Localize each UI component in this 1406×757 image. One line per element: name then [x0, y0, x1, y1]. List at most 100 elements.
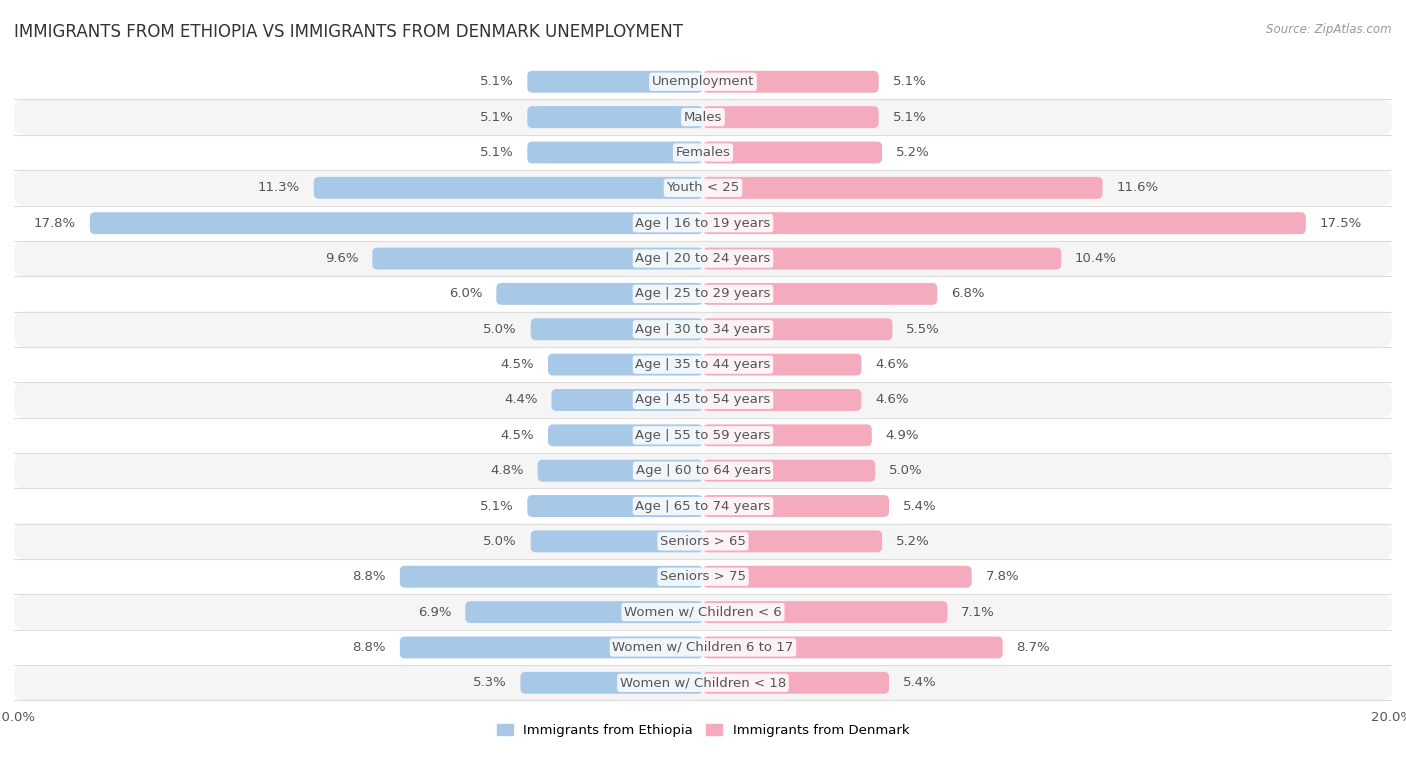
FancyBboxPatch shape	[527, 106, 703, 128]
Text: 4.9%: 4.9%	[886, 428, 920, 442]
Text: 5.0%: 5.0%	[889, 464, 922, 477]
FancyBboxPatch shape	[703, 425, 872, 447]
Text: 5.0%: 5.0%	[484, 322, 517, 336]
Text: 6.8%: 6.8%	[950, 288, 984, 301]
FancyBboxPatch shape	[14, 135, 1392, 170]
Text: 8.8%: 8.8%	[353, 641, 387, 654]
FancyBboxPatch shape	[548, 354, 703, 375]
Text: Age | 65 to 74 years: Age | 65 to 74 years	[636, 500, 770, 512]
Text: Age | 35 to 44 years: Age | 35 to 44 years	[636, 358, 770, 371]
Text: 4.5%: 4.5%	[501, 358, 534, 371]
Text: 5.1%: 5.1%	[479, 500, 513, 512]
FancyBboxPatch shape	[703, 601, 948, 623]
Text: Age | 30 to 34 years: Age | 30 to 34 years	[636, 322, 770, 336]
FancyBboxPatch shape	[703, 248, 1062, 269]
Text: 6.0%: 6.0%	[449, 288, 482, 301]
Text: 17.8%: 17.8%	[34, 217, 76, 229]
Text: Women w/ Children < 6: Women w/ Children < 6	[624, 606, 782, 618]
Text: Unemployment: Unemployment	[652, 75, 754, 89]
FancyBboxPatch shape	[703, 318, 893, 340]
FancyBboxPatch shape	[373, 248, 703, 269]
FancyBboxPatch shape	[703, 106, 879, 128]
FancyBboxPatch shape	[90, 212, 703, 234]
FancyBboxPatch shape	[527, 142, 703, 164]
FancyBboxPatch shape	[703, 531, 882, 553]
Text: Source: ZipAtlas.com: Source: ZipAtlas.com	[1267, 23, 1392, 36]
FancyBboxPatch shape	[14, 312, 1392, 347]
FancyBboxPatch shape	[496, 283, 703, 305]
FancyBboxPatch shape	[14, 347, 1392, 382]
FancyBboxPatch shape	[531, 531, 703, 553]
FancyBboxPatch shape	[14, 382, 1392, 418]
FancyBboxPatch shape	[14, 276, 1392, 312]
FancyBboxPatch shape	[703, 71, 879, 93]
FancyBboxPatch shape	[14, 630, 1392, 665]
FancyBboxPatch shape	[14, 241, 1392, 276]
Text: 5.5%: 5.5%	[907, 322, 941, 336]
FancyBboxPatch shape	[465, 601, 703, 623]
FancyBboxPatch shape	[703, 672, 889, 693]
FancyBboxPatch shape	[703, 212, 1306, 234]
FancyBboxPatch shape	[703, 637, 1002, 659]
Text: Age | 60 to 64 years: Age | 60 to 64 years	[636, 464, 770, 477]
Text: Seniors > 65: Seniors > 65	[659, 535, 747, 548]
FancyBboxPatch shape	[527, 495, 703, 517]
Text: 5.3%: 5.3%	[472, 676, 506, 690]
FancyBboxPatch shape	[531, 318, 703, 340]
FancyBboxPatch shape	[703, 389, 862, 411]
Text: Women w/ Children 6 to 17: Women w/ Children 6 to 17	[613, 641, 793, 654]
Text: 5.1%: 5.1%	[893, 111, 927, 123]
FancyBboxPatch shape	[14, 99, 1392, 135]
Text: 11.3%: 11.3%	[257, 182, 299, 195]
FancyBboxPatch shape	[14, 170, 1392, 205]
Text: 17.5%: 17.5%	[1320, 217, 1362, 229]
FancyBboxPatch shape	[703, 565, 972, 587]
FancyBboxPatch shape	[14, 594, 1392, 630]
Text: 5.1%: 5.1%	[893, 75, 927, 89]
Text: Seniors > 75: Seniors > 75	[659, 570, 747, 583]
FancyBboxPatch shape	[703, 142, 882, 164]
Text: 5.1%: 5.1%	[479, 146, 513, 159]
FancyBboxPatch shape	[14, 524, 1392, 559]
FancyBboxPatch shape	[703, 283, 938, 305]
Text: Age | 16 to 19 years: Age | 16 to 19 years	[636, 217, 770, 229]
Text: 7.1%: 7.1%	[962, 606, 995, 618]
FancyBboxPatch shape	[14, 453, 1392, 488]
FancyBboxPatch shape	[703, 459, 875, 481]
Text: Females: Females	[675, 146, 731, 159]
FancyBboxPatch shape	[703, 177, 1102, 199]
FancyBboxPatch shape	[399, 637, 703, 659]
Text: 5.0%: 5.0%	[484, 535, 517, 548]
Text: 5.1%: 5.1%	[479, 111, 513, 123]
Text: Women w/ Children < 18: Women w/ Children < 18	[620, 676, 786, 690]
Text: 4.6%: 4.6%	[875, 394, 908, 407]
FancyBboxPatch shape	[14, 205, 1392, 241]
Text: 7.8%: 7.8%	[986, 570, 1019, 583]
FancyBboxPatch shape	[548, 425, 703, 447]
FancyBboxPatch shape	[551, 389, 703, 411]
Text: Age | 45 to 54 years: Age | 45 to 54 years	[636, 394, 770, 407]
FancyBboxPatch shape	[703, 354, 862, 375]
Text: 4.5%: 4.5%	[501, 428, 534, 442]
Legend: Immigrants from Ethiopia, Immigrants from Denmark: Immigrants from Ethiopia, Immigrants fro…	[492, 719, 914, 743]
Text: 8.8%: 8.8%	[353, 570, 387, 583]
Text: 9.6%: 9.6%	[325, 252, 359, 265]
FancyBboxPatch shape	[14, 559, 1392, 594]
Text: 4.6%: 4.6%	[875, 358, 908, 371]
Text: Age | 20 to 24 years: Age | 20 to 24 years	[636, 252, 770, 265]
Text: Age | 25 to 29 years: Age | 25 to 29 years	[636, 288, 770, 301]
FancyBboxPatch shape	[520, 672, 703, 693]
Text: Youth < 25: Youth < 25	[666, 182, 740, 195]
FancyBboxPatch shape	[14, 64, 1392, 99]
FancyBboxPatch shape	[399, 565, 703, 587]
Text: 5.4%: 5.4%	[903, 500, 936, 512]
FancyBboxPatch shape	[14, 665, 1392, 700]
FancyBboxPatch shape	[703, 495, 889, 517]
Text: 5.2%: 5.2%	[896, 146, 929, 159]
FancyBboxPatch shape	[537, 459, 703, 481]
Text: 11.6%: 11.6%	[1116, 182, 1159, 195]
Text: 4.8%: 4.8%	[491, 464, 524, 477]
Text: Males: Males	[683, 111, 723, 123]
FancyBboxPatch shape	[14, 488, 1392, 524]
Text: 4.4%: 4.4%	[505, 394, 537, 407]
